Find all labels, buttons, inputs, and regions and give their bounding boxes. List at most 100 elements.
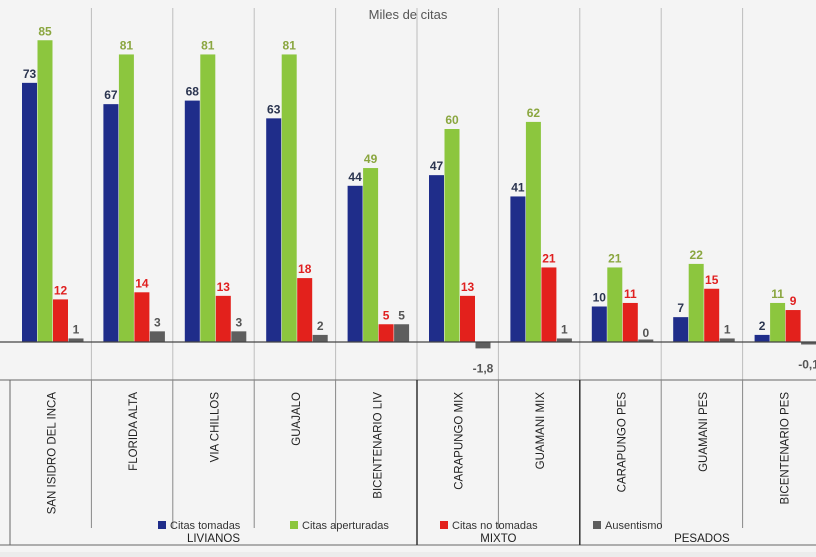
bar [103,104,119,343]
data-label: 1 [561,322,568,336]
category-label: GUAMANI PES [698,392,710,472]
data-label: 41 [511,180,525,194]
bar [785,310,801,342]
data-label: -0,1 [798,358,816,372]
bar [37,40,53,342]
data-label: 44 [348,170,362,184]
data-label: 73 [23,67,37,81]
bar [378,324,394,342]
data-label: 21 [608,251,622,265]
data-label: -1,8 [473,361,494,375]
data-label: 67 [104,88,118,102]
group-label: MIXTO [480,533,516,545]
data-label: 15 [705,273,719,287]
category-label: CARAPUNGO PES [617,392,629,493]
data-label: 18 [298,262,312,276]
bar [688,263,704,342]
category-label: VIA CHILLOS [210,392,222,463]
data-label: 68 [186,85,200,99]
bar [591,306,607,342]
legend-swatch [290,521,298,529]
bar [475,342,491,349]
bar [541,267,557,342]
bar [525,121,541,343]
bar [363,168,379,342]
data-label: 2 [317,319,324,333]
bar [622,302,638,342]
data-label: 11 [771,287,784,301]
legend-swatch [593,521,601,529]
data-label: 47 [430,159,444,173]
data-label: 81 [283,38,297,52]
bar [719,338,735,342]
bar [638,339,654,342]
bar [231,331,247,342]
bar [770,302,786,342]
bar [347,185,363,342]
bar [215,295,231,342]
category-label: CARAPUNGO MIX [454,392,466,490]
bar [149,331,165,342]
bar [394,324,410,342]
legend-swatch [440,521,448,529]
bar [801,342,816,345]
bar [68,338,84,342]
data-label: 3 [154,315,161,329]
data-label: 11 [624,287,637,301]
data-label: 81 [201,38,215,52]
data-label: 63 [267,102,281,116]
bar [266,118,282,342]
data-label: 0 [642,326,649,340]
bar [673,317,689,342]
bar [754,334,770,342]
bar [134,292,150,342]
data-label: 62 [527,106,541,120]
data-label: 12 [54,283,68,297]
legend-label: Citas aperturadas [302,520,389,532]
bar [184,100,200,342]
data-label: 7 [677,301,684,315]
legend-swatch [158,521,166,529]
bar [22,82,37,342]
category-label: FLORIDA ALTA [128,392,140,471]
data-label: 3 [235,315,242,329]
data-label: 21 [542,251,556,265]
legend-label: Citas tomadas [170,520,241,532]
bar [556,338,572,342]
data-label: 5 [383,308,390,322]
bar [429,175,444,342]
data-label: 13 [217,280,231,294]
bar [118,54,134,342]
data-label: 14 [135,276,149,290]
data-label: 1 [73,322,80,336]
category-label: SAN ISIDRO DEL INCA [47,392,59,515]
bar [200,54,216,342]
category-label: GUAJALO [291,392,303,446]
data-label: 5 [398,308,405,322]
data-label: 85 [38,24,52,38]
data-label: 49 [364,152,378,166]
data-label: 13 [461,280,475,294]
legend-label: Citas no tomadas [452,520,538,532]
bar [312,334,328,342]
bar [510,196,526,342]
data-label: 60 [445,113,459,127]
chart-subtitle: Miles de citas [369,7,448,22]
data-label: 9 [790,294,797,308]
data-label: 10 [593,291,607,305]
category-label: BICENTENARIO LIV [372,392,384,499]
category-label: GUAMANI MIX [535,392,547,470]
group-label: LIVIANOS [187,533,240,545]
group-label: PESADOS [674,533,730,545]
legend-label: Ausentismo [605,520,662,532]
data-label: 2 [759,319,766,333]
data-label: 1 [724,322,731,336]
bar [460,295,475,342]
data-label: 81 [120,38,134,52]
bar [704,288,720,342]
data-label: 22 [690,248,704,262]
